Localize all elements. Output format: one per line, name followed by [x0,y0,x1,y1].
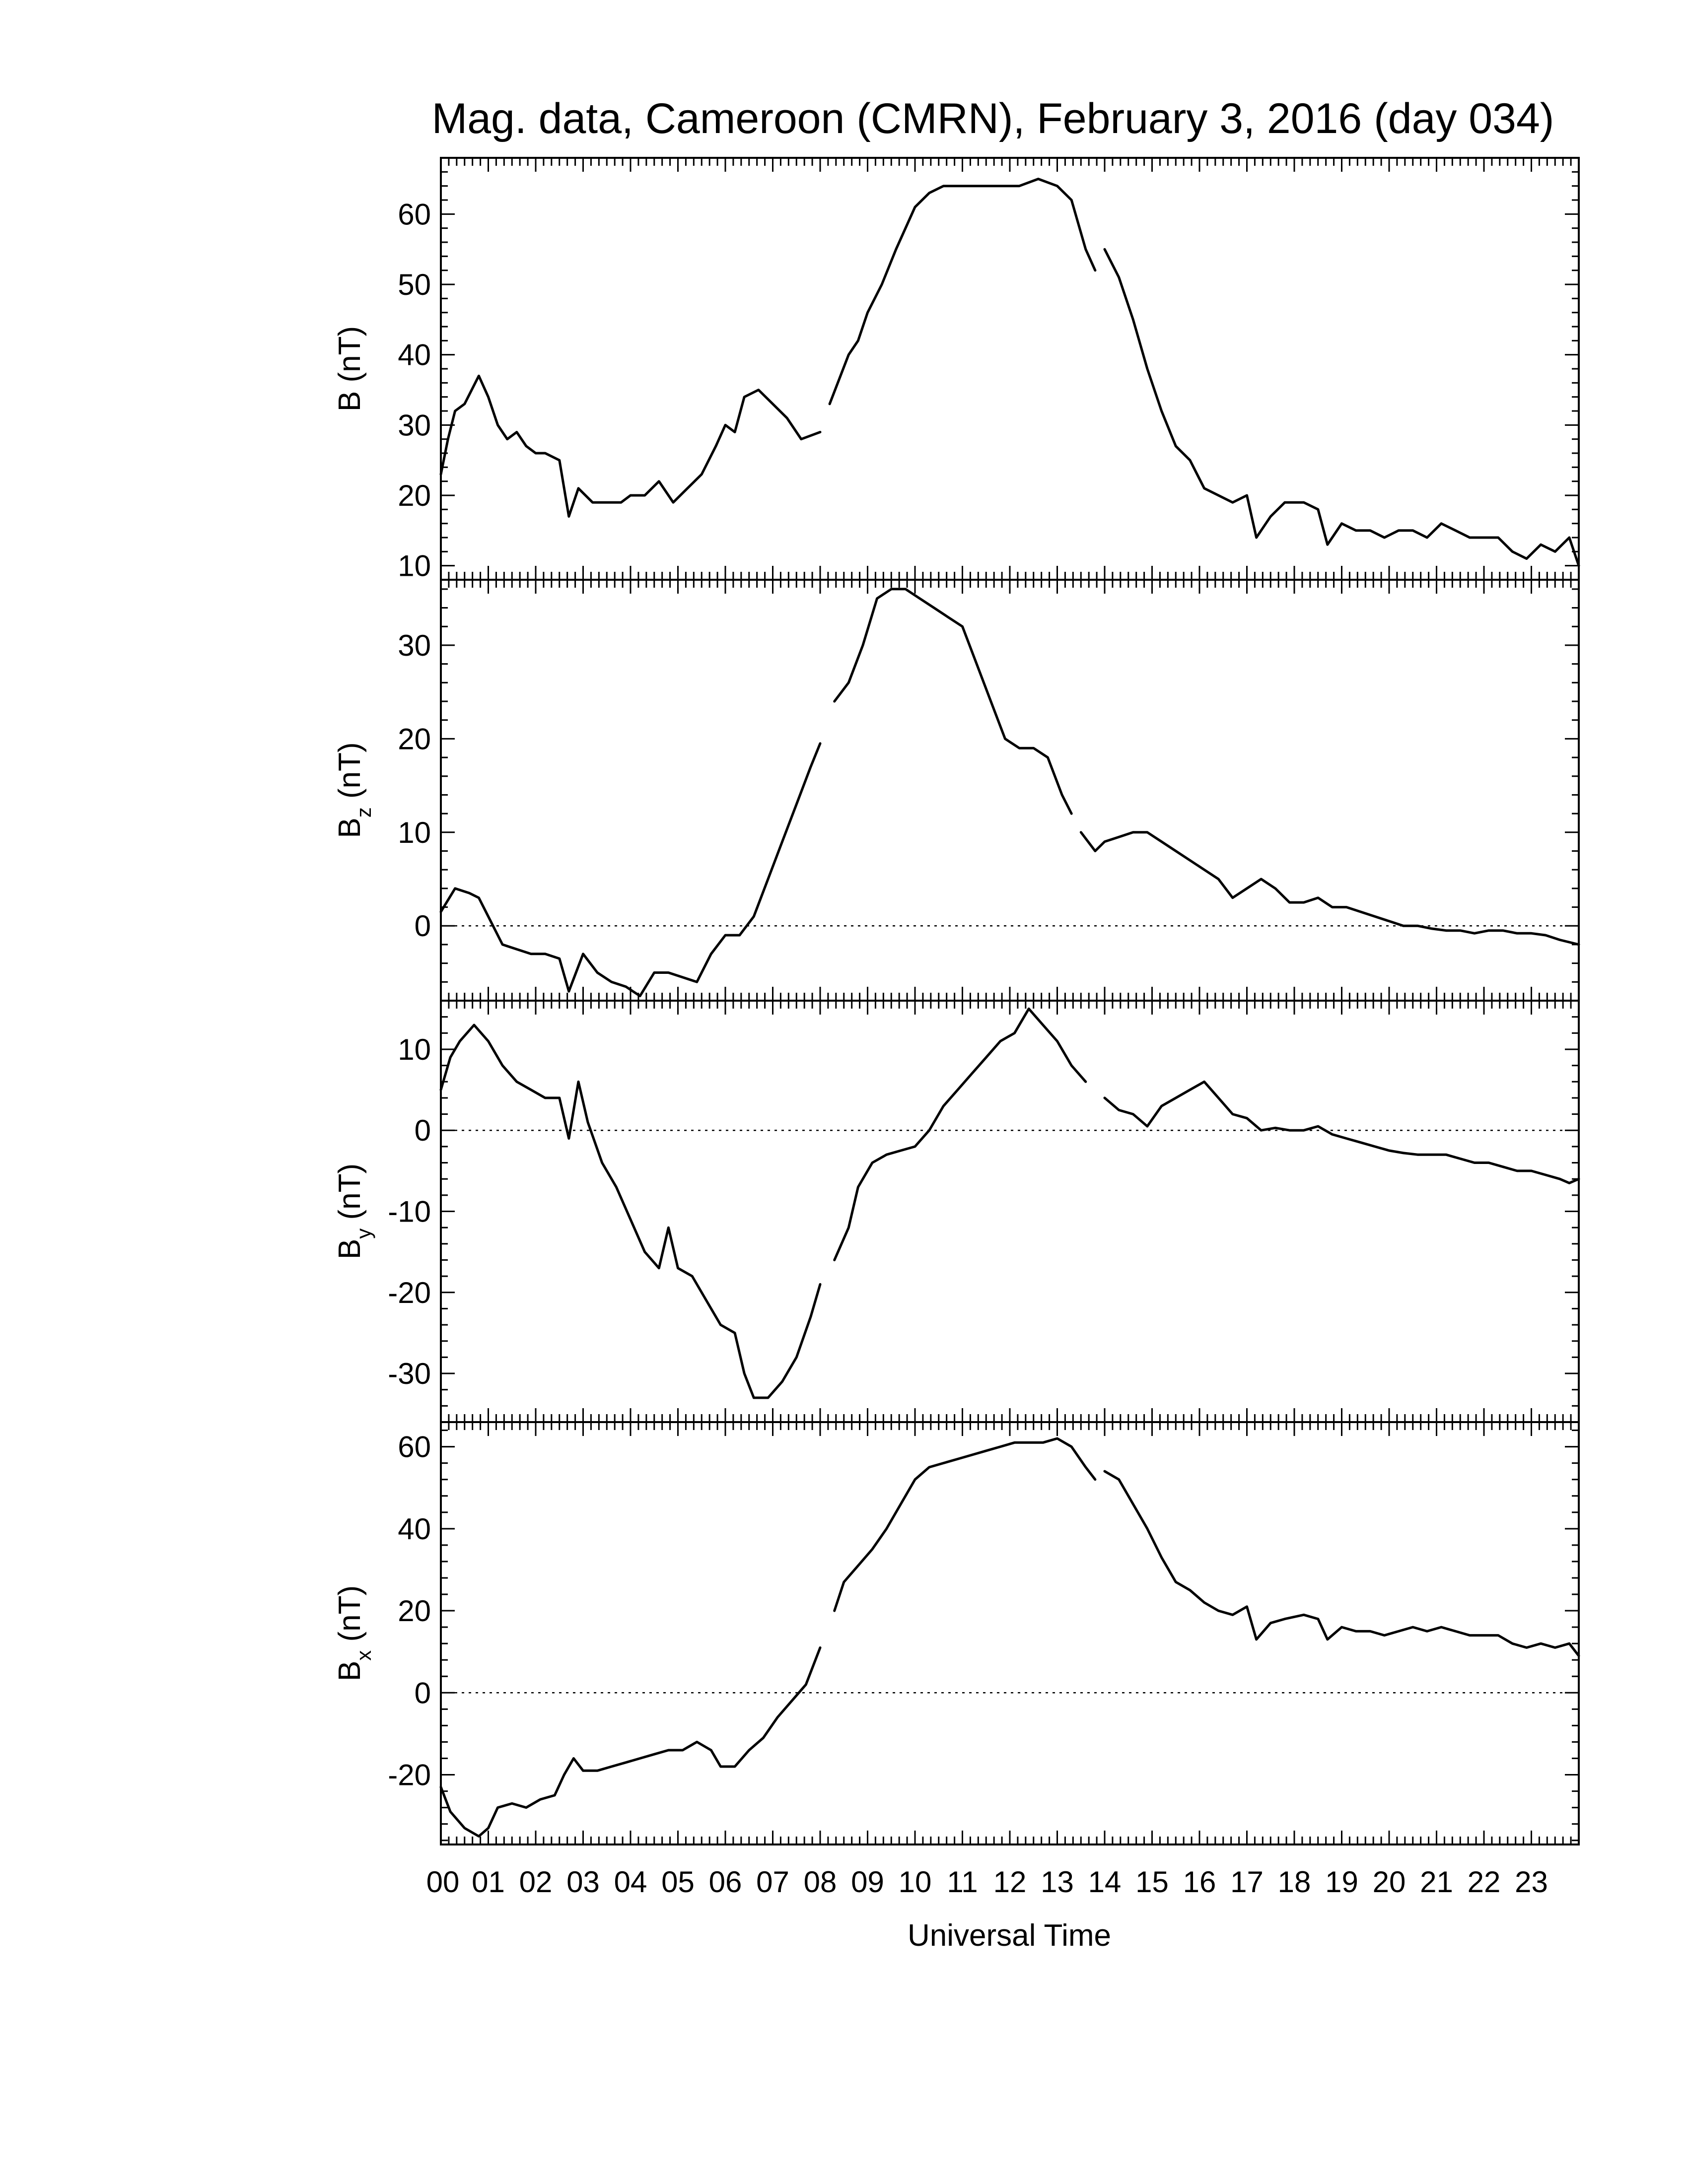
y-tick-label: 0 [415,909,431,943]
x-axis-label: Universal Time [908,1918,1111,1953]
y-tick-label: 60 [398,1431,431,1464]
x-tick-label: 01 [472,1865,505,1899]
x-tick-label: 19 [1325,1865,1358,1899]
panel-frame-By [440,1000,1580,1423]
x-tick-label: 21 [1420,1865,1453,1899]
panel-By: -30 -20 -10 0 10 By (nT) [333,1000,1580,1423]
x-tick-label: 10 [899,1865,932,1899]
y-tick-label: -20 [388,1759,431,1792]
series-By-segment-3 [1103,1080,1580,1184]
panel-B: 10 20 30 40 50 60 B (nT) [333,157,1580,583]
x-tick-label: 02 [519,1865,553,1899]
x-tick-label: 14 [1088,1865,1122,1899]
series-Bx-segment-1 [439,1646,822,1838]
x-tick-label: 07 [756,1865,789,1899]
y-tick-label: 30 [398,629,431,662]
series-Bx-segment-2 [833,1437,1097,1612]
x-tick-label: 13 [1041,1865,1074,1899]
x-tick-label: 20 [1373,1865,1406,1899]
y-tick-label: 10 [398,1033,431,1066]
series-Bz-segment-1 [439,742,822,998]
panel-frame-B [440,157,1580,581]
series-B-segment-2 [828,178,1097,406]
y-tick-label: 0 [415,1676,431,1709]
x-tick-label: 05 [661,1865,695,1899]
y-axis-label-B: B (nT) [333,326,367,411]
x-tick-label: 17 [1230,1865,1264,1899]
y-tick-label: -20 [388,1276,431,1309]
y-tick-label: 20 [398,722,431,755]
series-B-segment-1 [439,374,822,518]
x-tick-label: 09 [851,1865,884,1899]
y-tick-label: 10 [398,816,431,849]
x-tick-label: 12 [993,1865,1027,1899]
chart-title: Mag. data, Cameroon (CMRN), February 3, … [432,95,1554,142]
series-Bz-segment-3 [1079,831,1580,946]
panels-group: 10 20 30 40 50 60 B (nT) 0 10 20 30 Bz (nT) -30 -20 -1… [333,157,1580,1845]
panel-frame-Bz [440,579,1580,1002]
y-tick-label: 50 [398,268,431,301]
x-tick-label: 23 [1515,1865,1548,1899]
panel-frame-Bx [440,1421,1580,1845]
x-tick-label: 18 [1278,1865,1311,1899]
y-axis-label-Bz: Bz (nT) [333,742,375,838]
y-tick-label: -30 [388,1357,431,1390]
x-tick-label: 11 [947,1865,978,1899]
y-tick-label: 30 [398,409,431,442]
series-By-segment-1 [439,1024,822,1399]
x-tick-label: 22 [1468,1865,1501,1899]
y-tick-label: 20 [398,1594,431,1628]
series-By-segment-2 [833,1007,1087,1261]
panel-Bx: -20 0 20 40 60 Bx (nT) [333,1421,1580,1845]
y-axis-label-Bx: Bx (nT) [333,1585,375,1681]
y-tick-label: -10 [388,1195,431,1228]
panel-Bz: 0 10 20 30 Bz (nT) [333,579,1580,1002]
x-tick-label: 15 [1135,1865,1169,1899]
y-tick-label: 40 [398,339,431,372]
series-B-segment-3 [1103,248,1580,567]
x-tick-label: 03 [566,1865,600,1899]
x-tick-label: 04 [614,1865,647,1899]
y-axis-label-By: By (nT) [333,1163,375,1259]
x-tick-labels: 00 01 02 03 04 05 06 07 08 09 10 11 12 13 14 15 16 17 18 19… [426,1865,1548,1899]
y-tick-label: 0 [415,1114,431,1147]
series-Bz-segment-2 [833,588,1073,815]
x-tick-label: 00 [426,1865,460,1899]
x-tick-label: 16 [1183,1865,1216,1899]
x-tick-label: 06 [709,1865,742,1899]
x-tick-label: 08 [804,1865,837,1899]
y-tick-label: 40 [398,1512,431,1546]
series-Bx-segment-3 [1103,1470,1580,1657]
y-tick-label: 60 [398,198,431,231]
y-tick-label: 20 [398,479,431,512]
y-tick-label: 10 [398,549,431,583]
